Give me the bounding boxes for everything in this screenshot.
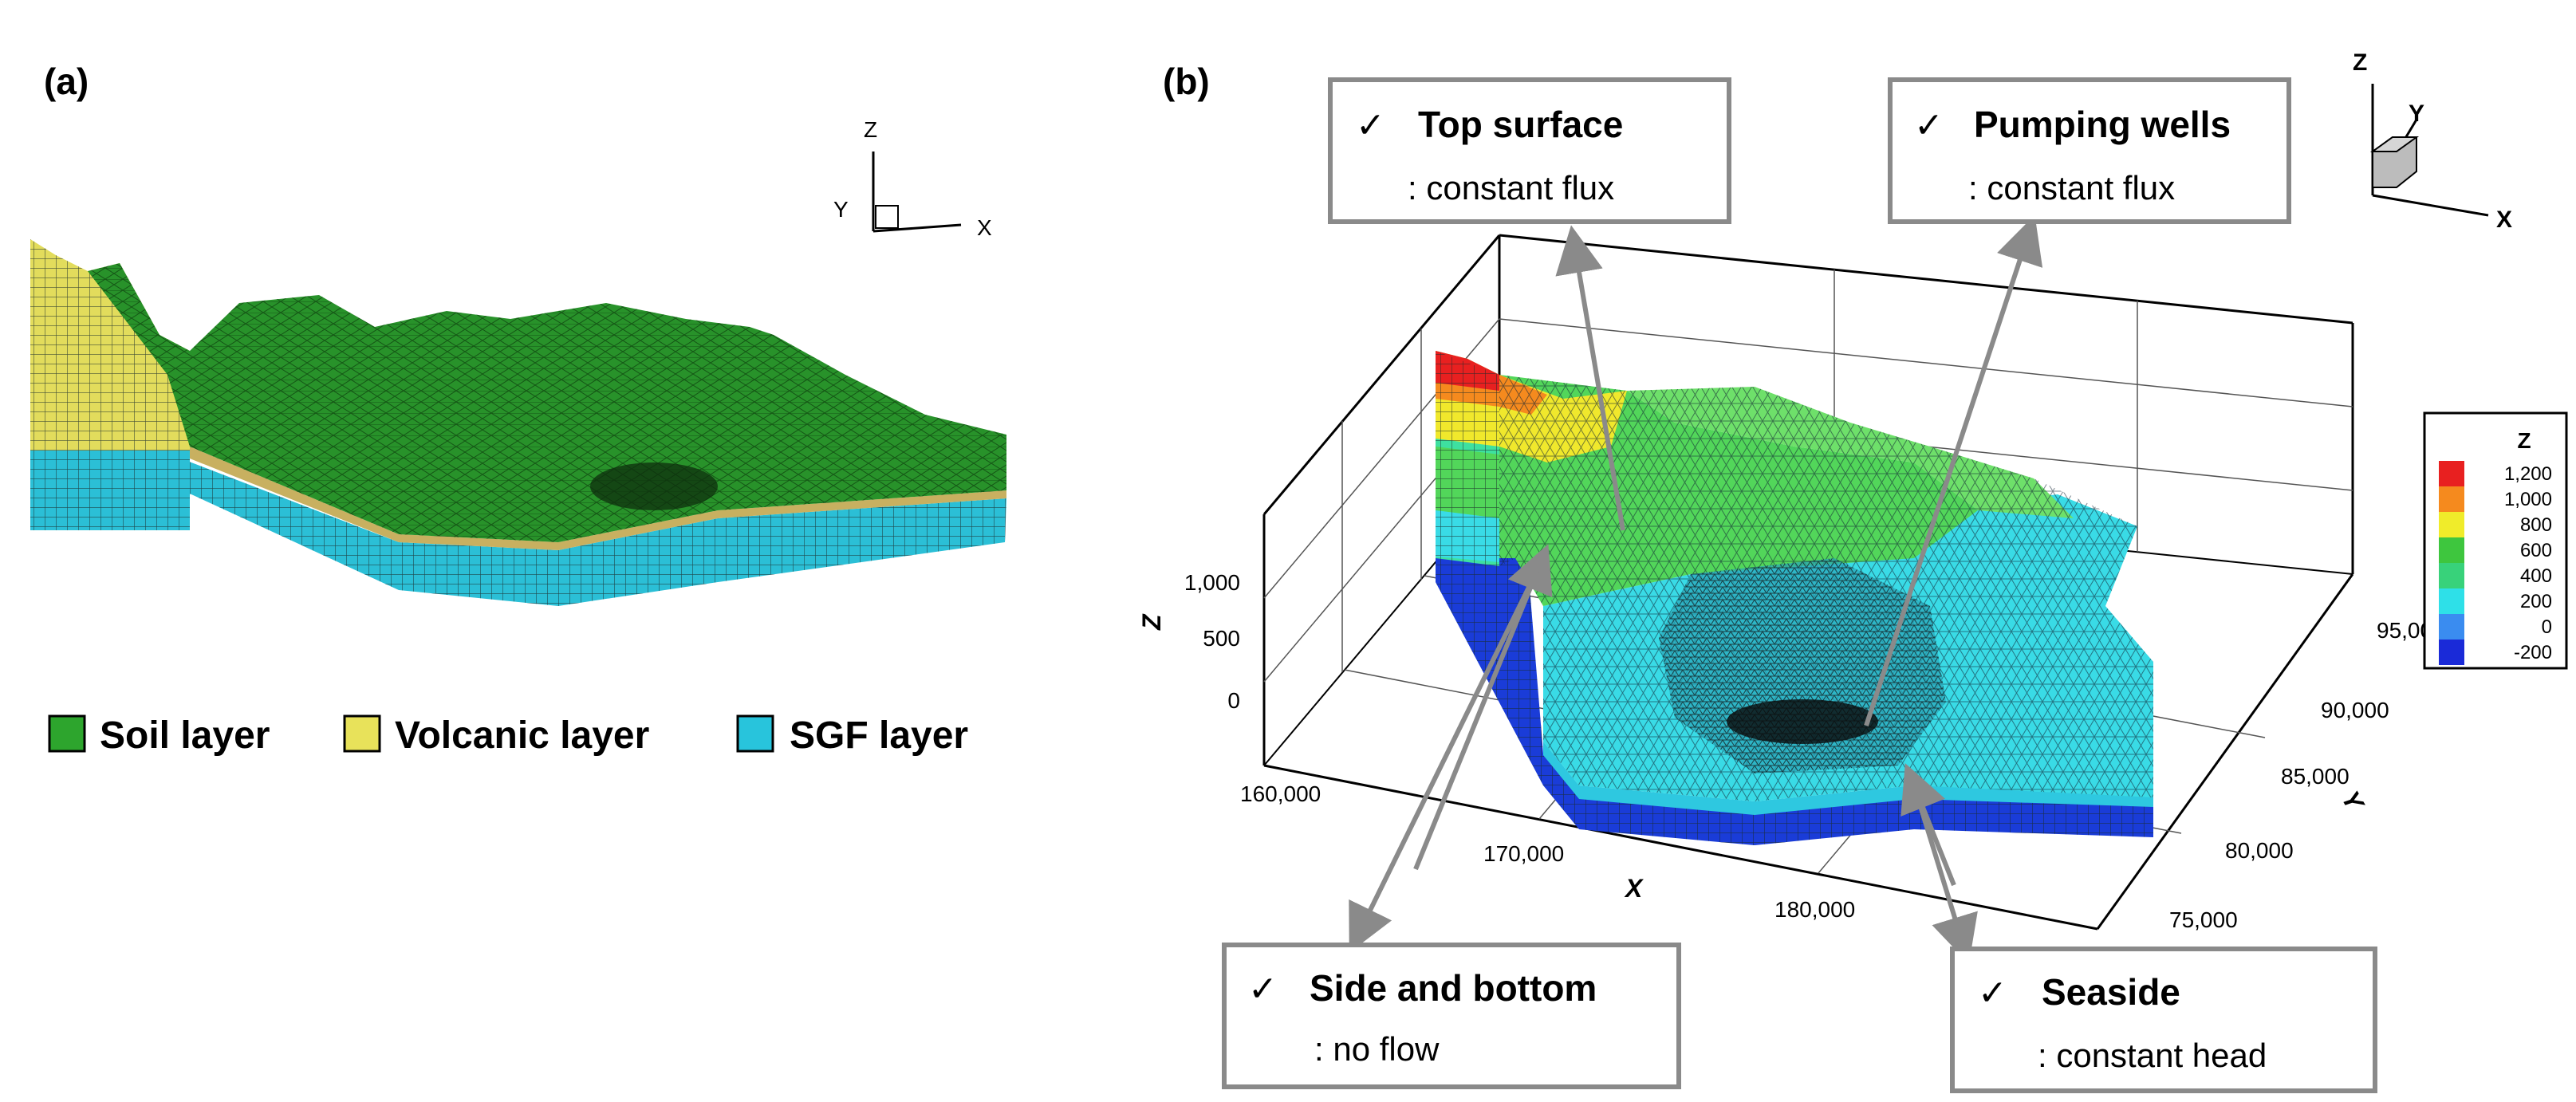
y-tick-75000: 75,000	[2169, 907, 2238, 932]
callout-top-surface: ✓ Top surface : constant flux	[1328, 77, 1731, 224]
callout-pumping-wells-detail: : constant flux	[1968, 169, 2175, 207]
callout-pumping-wells-title: Pumping wells	[1974, 104, 2231, 145]
z-axis-title: Z	[1137, 613, 1166, 631]
x-tick-160000: 160,000	[1240, 781, 1321, 806]
panel-b-axis-z: Z	[2353, 49, 2367, 76]
panel-a-block-model	[30, 239, 1006, 606]
colorbar-label-0: 1,200	[2504, 463, 2552, 485]
colorbar-swatch-7	[2439, 640, 2464, 665]
legend-swatch-soil	[48, 714, 86, 753]
panel-b-axis-x: X	[2496, 207, 2512, 233]
arrow-side-bottom-up	[1413, 544, 1553, 871]
panel-a-axis-y: Y	[833, 197, 849, 222]
z-tick-500: 500	[1203, 626, 1240, 651]
colorbar-label-6: 0	[2542, 616, 2552, 638]
colorbar-title: Z	[2517, 428, 2531, 453]
colorbar: Z 1,200 1,000 800 600 400 200 0 -200	[2423, 411, 2568, 670]
y-axis-title: Y	[2336, 786, 2370, 817]
colorbar-label-3: 600	[2520, 540, 2552, 561]
panel-b-axis-y: Y	[2409, 100, 2424, 127]
legend-label-soil: Soil layer	[100, 714, 270, 757]
callout-top-surface-detail: : constant flux	[1408, 169, 1614, 207]
colorbar-swatch-4	[2439, 563, 2464, 588]
callout-pumping-wells: ✓ Pumping wells : constant flux	[1888, 77, 2291, 224]
panel-a: (a) Z Y X	[30, 61, 1006, 757]
y-tick-90000: 90,000	[2321, 698, 2389, 722]
callout-side-bottom: ✓ Side and bottom : no flow	[1222, 943, 1681, 1089]
arrow-side-bottom-down	[1349, 565, 1542, 953]
x-tick-170000: 170,000	[1483, 841, 1564, 866]
panel-a-axis-x: X	[977, 215, 992, 240]
panel-b: (b)	[1137, 49, 2568, 1093]
legend-swatch-sgf	[736, 714, 774, 753]
y-tick-85000: 85,000	[2281, 764, 2350, 789]
colorbar-label-4: 400	[2520, 565, 2552, 587]
panel-b-orientation-triad: Z Y X	[2353, 49, 2512, 233]
panel-a-label: (a)	[44, 61, 89, 102]
legend-label-sgf: SGF layer	[790, 714, 968, 757]
callout-top-surface-title: Top surface	[1418, 104, 1623, 145]
y-axis: 95,000 90,000 85,000 80,000 75,000 Y	[2169, 618, 2445, 932]
callout-seaside-detail: : constant head	[2038, 1037, 2267, 1074]
legend-label-volcanic: Volcanic layer	[395, 714, 649, 757]
colorbar-label-1: 1,000	[2504, 489, 2552, 510]
colorbar-swatch-5	[2439, 588, 2464, 614]
z-tick-0: 0	[1227, 688, 1240, 713]
colorbar-label-7: -200	[2514, 642, 2552, 663]
colorbar-label-2: 800	[2520, 514, 2552, 536]
callout-seaside-check: ✓	[1978, 974, 2007, 1013]
panel-b-label: (b)	[1163, 61, 1210, 102]
colorbar-label-5: 200	[2520, 591, 2552, 612]
callout-arrows	[1349, 214, 2043, 964]
colorbar-swatch-2	[2439, 512, 2464, 537]
callout-side-bottom-check: ✓	[1248, 970, 1278, 1009]
x-axis: 160,000 170,000 180,000 X	[1240, 781, 1855, 922]
arrow-seaside-down	[1912, 785, 1978, 964]
legend-swatch-volcanic	[343, 714, 381, 753]
callout-seaside-title: Seaside	[2042, 971, 2180, 1013]
callout-pumping-wells-check: ✓	[1914, 106, 1944, 145]
colorbar-swatches: 1,200 1,000 800 600 400 200 0 -200	[2439, 461, 2552, 665]
z-tick-1000: 1,000	[1184, 570, 1240, 595]
callout-side-bottom-title: Side and bottom	[1310, 967, 1597, 1009]
colorbar-swatch-0	[2439, 461, 2464, 486]
x-axis-title: X	[1624, 874, 1644, 903]
x-tick-180000: 180,000	[1774, 897, 1855, 922]
colorbar-swatch-6	[2439, 614, 2464, 640]
z-axis: Z 1,000 500 0	[1137, 570, 1240, 713]
mesh-model-b	[1436, 351, 2153, 845]
dense-mesh-area-a	[590, 462, 718, 510]
panel-a-orientation-triad: Z Y X	[833, 117, 992, 240]
arrow-top-surface	[1555, 225, 1625, 531]
callout-seaside: ✓ Seaside : constant head	[1950, 947, 2377, 1093]
callout-top-surface-check: ✓	[1356, 106, 1385, 145]
arrow-pumping-wells	[1864, 214, 2043, 726]
panel-a-axis-z: Z	[864, 117, 877, 142]
colorbar-swatch-1	[2439, 486, 2464, 512]
callout-side-bottom-detail: : no flow	[1314, 1030, 1440, 1068]
panel-a-legend: Soil layer Volcanic layer SGF layer	[48, 714, 968, 757]
y-tick-80000: 80,000	[2225, 838, 2294, 863]
colorbar-swatch-3	[2439, 537, 2464, 563]
